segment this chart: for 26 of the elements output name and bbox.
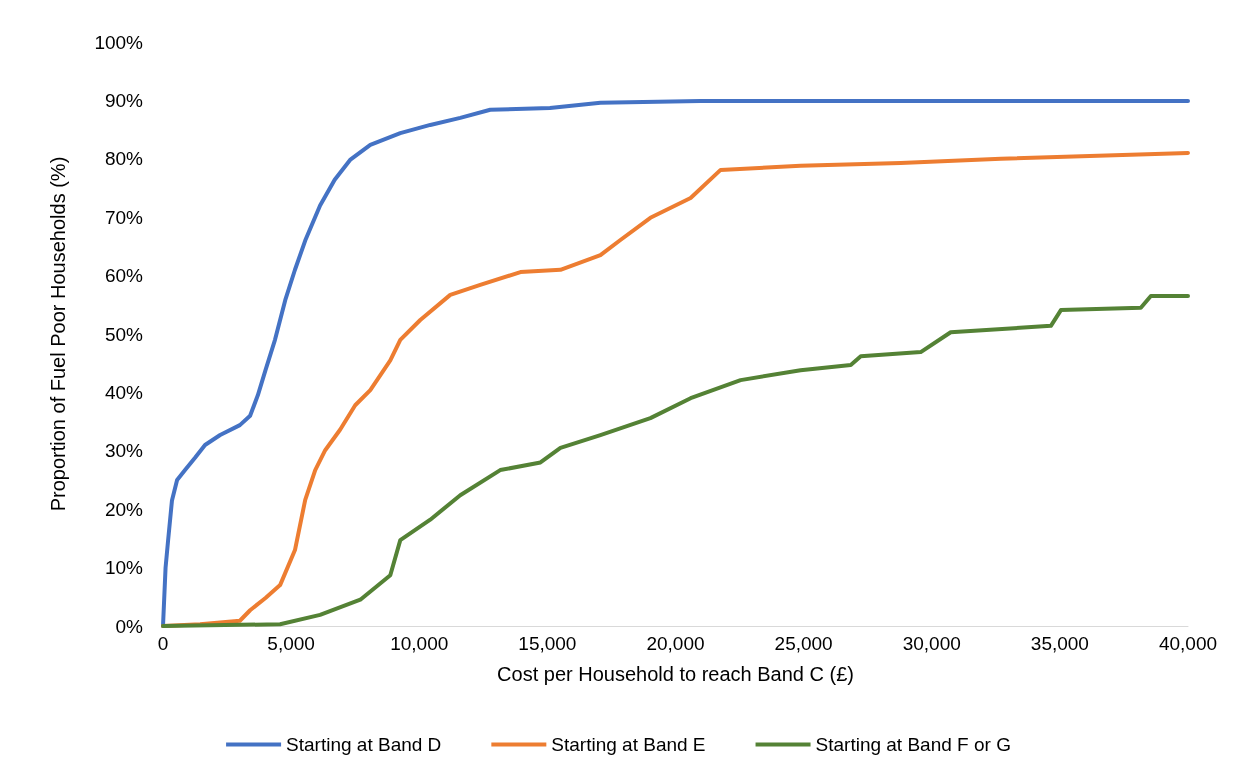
y-tick-label: 50% xyxy=(104,323,144,345)
legend-label: Starting at Band E xyxy=(551,734,706,755)
x-tick-label: 10,000 xyxy=(390,633,449,654)
y-tick-label: 60% xyxy=(104,265,144,287)
line-series xyxy=(161,294,1190,628)
x-tick-label: 25,000 xyxy=(774,633,833,654)
x-tick-label: 0 xyxy=(157,633,169,654)
x-tick-label: 30,000 xyxy=(902,633,961,654)
legend-label: Starting at Band D xyxy=(286,734,442,755)
y-tick-label: 10% xyxy=(104,557,144,579)
x-axis-title: Cost per Household to reach Band C (£) xyxy=(497,663,854,685)
legend-label: Starting at Band F or G xyxy=(815,734,1011,755)
y-tick-label: 20% xyxy=(104,498,144,520)
y-tick-label: 0% xyxy=(115,615,144,637)
y-tick-label: 40% xyxy=(104,381,144,403)
x-tick-label: 35,000 xyxy=(1030,633,1089,654)
y-tick-label: 100% xyxy=(94,31,144,53)
x-tick-label: 40,000 xyxy=(1158,633,1218,654)
x-tick-label: 15,000 xyxy=(518,633,577,654)
x-tick-label: 5,000 xyxy=(267,633,315,654)
y-tick-label: 80% xyxy=(104,148,144,170)
y-tick-label: 30% xyxy=(104,440,144,462)
y-tick-label: 90% xyxy=(104,89,144,111)
y-axis-title: Proportion of Fuel Poor Households (%) xyxy=(47,156,69,512)
y-tick-label: 70% xyxy=(104,206,144,228)
x-tick-label: 20,000 xyxy=(646,633,705,654)
